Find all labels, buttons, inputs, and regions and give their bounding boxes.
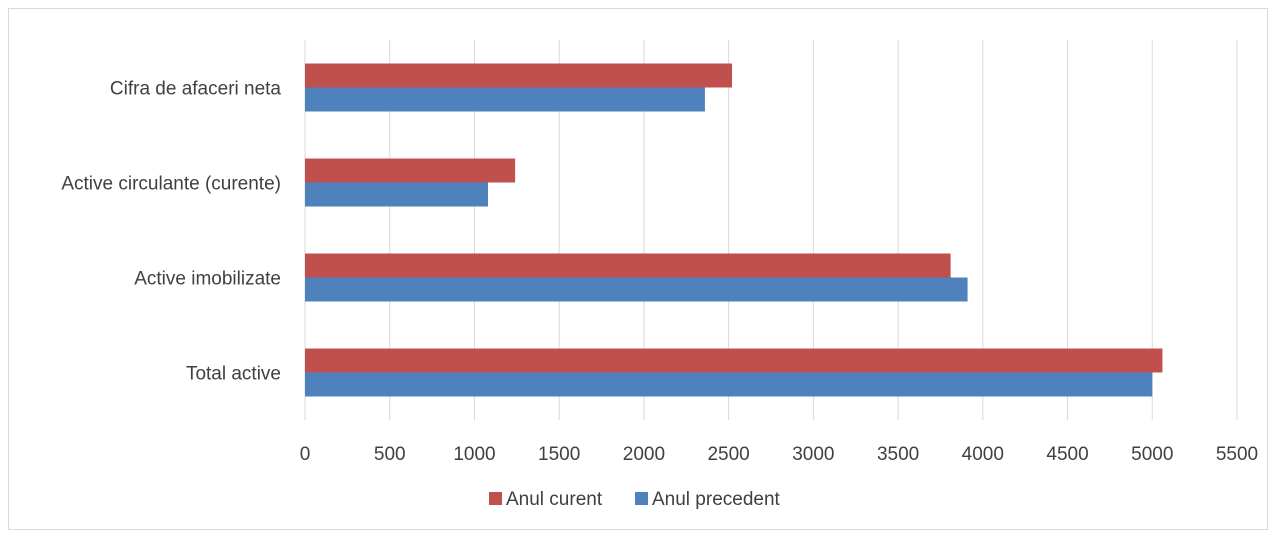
legend-label-1: Anul precedent (652, 489, 781, 510)
bars (305, 63, 1163, 397)
legend-label-0: Anul curent (506, 489, 603, 510)
x-tick-label-500: 500 (374, 444, 406, 465)
legend-swatch-1 (635, 492, 648, 505)
x-tick-label-2500: 2500 (707, 444, 749, 465)
bar-anul-precedent-3 (305, 372, 1153, 397)
bar-anul-curent-2 (305, 253, 951, 278)
x-tick-label-1500: 1500 (538, 444, 580, 465)
x-tick-labels: 0 500 1000 1500 2000 2500 3000 3500 4000 4500 5000… (300, 444, 1258, 465)
bar-anul-precedent-1 (305, 182, 489, 207)
x-tick-label-0: 0 (300, 444, 311, 465)
x-tick-label-3000: 3000 (792, 444, 834, 465)
x-tick-label-2000: 2000 (623, 444, 665, 465)
legend-swatch-0 (489, 492, 502, 505)
bar-anul-curent-0 (305, 63, 733, 88)
category-label: Active imobilizate (134, 269, 281, 290)
x-tick-label-4000: 4000 (962, 444, 1004, 465)
x-tick-label-5000: 5000 (1131, 444, 1173, 465)
legend: Anul curent Anul precedent (489, 489, 781, 510)
x-tick-label-1000: 1000 (453, 444, 495, 465)
category-label: Active circulante (curente) (61, 174, 281, 195)
x-tick-label-4500: 4500 (1046, 444, 1088, 465)
x-tick-label-3500: 3500 (877, 444, 919, 465)
category-labels: Cifra de afaceri neta Active circulante (… (61, 79, 281, 385)
category-label: Total active (186, 364, 281, 385)
bar-anul-curent-1 (305, 158, 516, 183)
bar-anul-precedent-0 (305, 87, 705, 112)
category-label: Cifra de afaceri neta (110, 79, 282, 100)
bar-anul-precedent-2 (305, 277, 968, 302)
x-tick-label-5500: 5500 (1216, 444, 1258, 465)
bar-anul-curent-3 (305, 348, 1163, 373)
